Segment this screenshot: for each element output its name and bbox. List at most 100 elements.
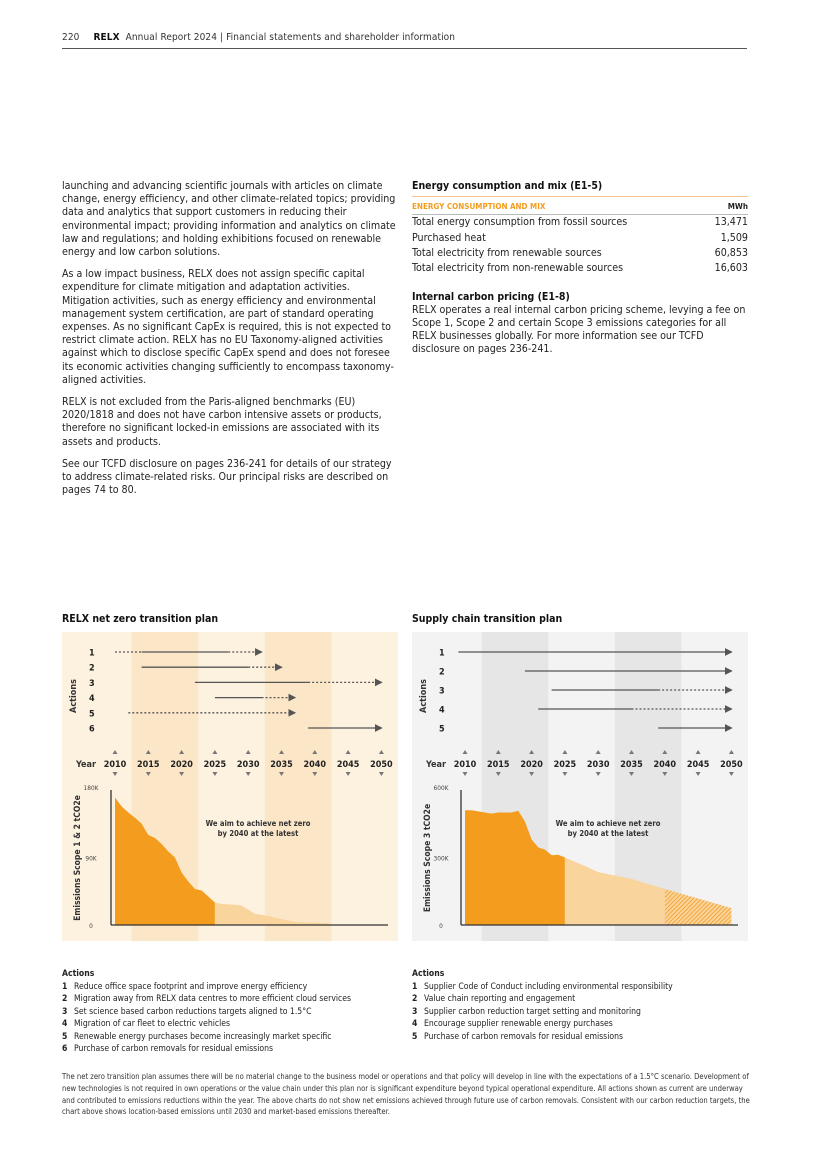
legend-text: Purchase of carbon removals for residual… — [74, 1044, 273, 1054]
action-number: 3 — [439, 687, 445, 697]
up-triangle-icon — [529, 750, 535, 754]
action-number: 6 — [89, 725, 95, 735]
legend-item: 3 Set science based carbon reductions tar… — [62, 1006, 351, 1019]
table-row: Total electricity from non-renewable sou… — [412, 261, 748, 276]
header-divider — [62, 48, 747, 49]
legend-number: 2 — [62, 994, 68, 1004]
legend-item: 6 Purchase of carbon removals for residua… — [62, 1043, 351, 1056]
legend-number: 6 — [62, 1044, 68, 1054]
table-row: Purchased heat 1,509 — [412, 231, 748, 246]
legend-item: 5 Purchase of carbon removals for residua… — [412, 1031, 673, 1044]
legend-number: 4 — [412, 1019, 418, 1029]
legend-item: 2 Migration away from RELX data centres t… — [62, 993, 351, 1006]
year-tick: 2015 — [137, 760, 160, 770]
year-tick: 2010 — [104, 760, 127, 770]
year-tick: 2010 — [454, 760, 477, 770]
carbon-pricing-text: RELX operates a real internal carbon pri… — [412, 303, 746, 356]
up-triangle-icon — [245, 750, 251, 754]
page-number: 220 — [62, 32, 80, 43]
y-tick: 300K — [434, 855, 449, 863]
chart-background — [62, 632, 398, 941]
legend-supply-chain: Actions 1 Supplier Code of Conduct includi… — [412, 968, 673, 1043]
projected-emissions-area — [214, 902, 335, 925]
down-triangle-icon — [179, 772, 185, 776]
net-zero-chart: Actions 1 2 3 4 5 6 Year 2010 2015 2020 2025 2030 203… — [62, 632, 398, 941]
down-triangle-icon — [562, 772, 568, 776]
down-triangle-icon — [529, 772, 535, 776]
action-number: 2 — [439, 668, 445, 678]
annotation: We aim to achieve net zero — [206, 819, 311, 828]
up-triangle-icon — [112, 750, 118, 754]
down-triangle-icon — [345, 772, 351, 776]
up-triangle-icon — [179, 750, 185, 754]
up-triangle-icon — [462, 750, 468, 754]
annotation: by 2040 at the latest — [218, 829, 299, 838]
row-value: 16,603 — [714, 262, 748, 275]
year-tick: 2045 — [337, 760, 360, 770]
year-tick: 2020 — [170, 760, 193, 770]
column-band — [264, 632, 332, 941]
paragraph: See our TCFD disclosure on pages 236-241… — [62, 457, 392, 497]
action-number: 4 — [89, 694, 95, 704]
actual-emissions-area — [465, 810, 565, 925]
down-triangle-icon — [728, 772, 734, 776]
legend-text: Supplier carbon reduction target setting… — [424, 1006, 641, 1017]
legend-number: 5 — [62, 1031, 68, 1042]
legend-item: 2 Value chain reporting and engagement — [412, 993, 673, 1006]
down-triangle-icon — [279, 772, 284, 776]
col-header: ENERGY CONSUMPTION AND MIX — [412, 196, 703, 216]
up-triangle-icon — [695, 750, 701, 754]
row-value: 60,853 — [714, 247, 748, 259]
y-tick: 600K — [434, 784, 449, 792]
footnote: The net zero transition plan assumes the… — [62, 1072, 750, 1117]
year-tick: 2040 — [654, 760, 677, 770]
col-unit: MWh — [702, 196, 748, 216]
down-triangle-icon — [145, 772, 151, 776]
brand: RELX — [93, 32, 120, 43]
paragraph: As a low impact business, RELX does not … — [62, 268, 394, 386]
down-triangle-icon — [495, 772, 501, 776]
up-triangle-icon — [662, 750, 668, 754]
legend-number: 1 — [62, 981, 68, 992]
up-triangle-icon — [312, 750, 318, 754]
year-label: Year — [75, 760, 96, 770]
legend-number: 1 — [412, 981, 418, 992]
up-triangle-icon — [378, 750, 384, 754]
legend-text: Renewable energy purchases become increa… — [74, 1031, 332, 1042]
row-value: 1,509 — [720, 231, 748, 244]
legend-title: Actions — [62, 969, 95, 979]
paragraph: RELX is not excluded from the Paris-alig… — [62, 396, 382, 448]
up-triangle-icon — [345, 750, 351, 754]
up-triangle-icon — [279, 750, 284, 754]
year-tick: 2040 — [304, 760, 327, 770]
year-tick: 2015 — [487, 760, 510, 770]
up-triangle-icon — [728, 750, 734, 754]
legend-text: Supplier Code of Conduct including envir… — [424, 981, 673, 992]
up-triangle-icon — [595, 750, 601, 754]
up-triangle-icon — [145, 750, 151, 754]
energy-title: Energy consumption and mix (E1-5) — [412, 180, 603, 192]
legend-text: Migration away from RELX data centres to… — [74, 994, 352, 1004]
y-tick: 180K — [84, 784, 99, 792]
legend-text: Value chain reporting and engagement — [424, 994, 576, 1004]
legend-number: 4 — [62, 1019, 68, 1029]
down-triangle-icon — [629, 772, 634, 776]
energy-table: ENERGY CONSUMPTION AND MIX MWh Total ener… — [412, 196, 748, 276]
row-label: Total energy consumption from fossil sou… — [412, 216, 628, 229]
down-triangle-icon — [595, 772, 601, 776]
row-label: Purchased heat — [412, 231, 486, 244]
action-number: 5 — [439, 725, 445, 735]
projected-emissions-area — [564, 857, 665, 925]
y-tick: 90K — [85, 855, 96, 863]
up-triangle-icon — [562, 750, 568, 754]
y-tick: 0 — [89, 922, 93, 930]
down-triangle-icon — [312, 772, 318, 776]
down-triangle-icon — [662, 772, 668, 776]
down-triangle-icon — [462, 772, 468, 776]
row-label: Total electricity from renewable sources — [412, 247, 602, 259]
action-number: 5 — [89, 709, 95, 719]
legend-text: Migration of car fleet to electric vehic… — [74, 1019, 231, 1029]
actions-axis-label: Actions — [69, 679, 79, 713]
legend-text: Encourage supplier renewable energy purc… — [424, 1019, 613, 1029]
action-number: 1 — [439, 649, 445, 659]
